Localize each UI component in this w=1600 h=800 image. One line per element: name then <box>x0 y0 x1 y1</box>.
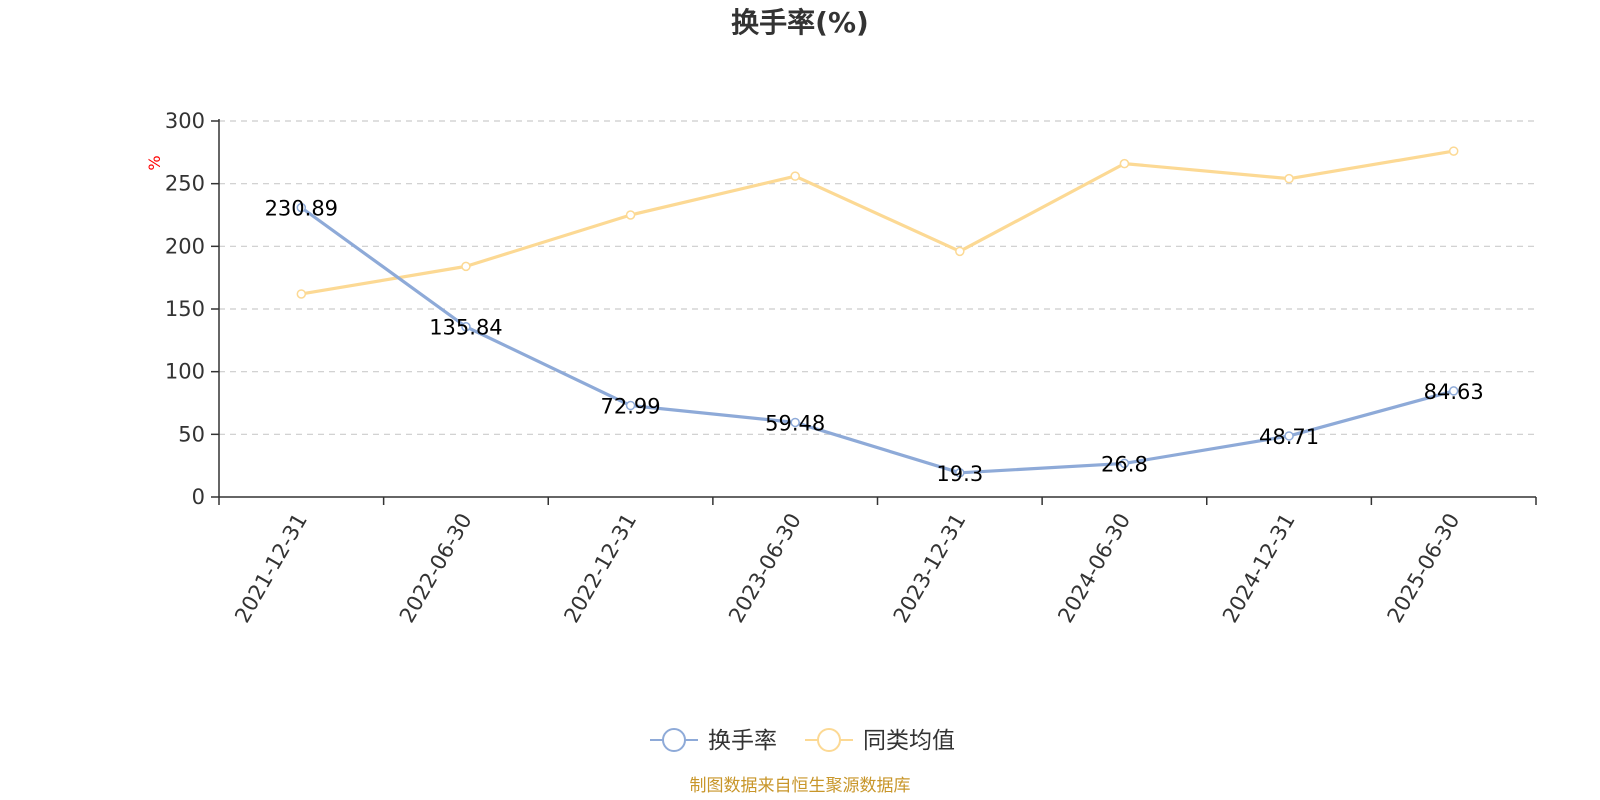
x-tick-label: 2022-12-31 <box>559 509 641 627</box>
y-tick-label: 200 <box>165 234 205 258</box>
data-label: 84.63 <box>1424 380 1484 404</box>
data-point <box>625 400 636 411</box>
data-point <box>790 171 800 181</box>
y-tick-label: 300 <box>165 109 205 133</box>
data-point <box>461 261 471 272</box>
legend-label: 换手率 <box>708 728 777 754</box>
legend-marker-icon <box>817 728 841 752</box>
data-label: 230.89 <box>265 197 338 221</box>
legend-item[interactable]: 同类均值 <box>805 728 955 754</box>
data-point <box>1448 146 1459 156</box>
x-tick-labels: 2021-12-31 2022-06-30 2022-12-31 2023-06-30… <box>230 509 1464 627</box>
axes <box>211 119 1537 505</box>
data-label: 19.3 <box>936 462 983 486</box>
data-label: 48.71 <box>1259 425 1319 449</box>
series-lines <box>296 146 1459 478</box>
data-point <box>790 417 800 428</box>
x-tick-label: 2024-06-30 <box>1053 509 1135 627</box>
y-tick-label: 50 <box>178 422 205 446</box>
data-point <box>296 289 307 299</box>
legend-item[interactable]: 换手率 <box>650 728 777 754</box>
data-label: 26.8 <box>1101 452 1148 476</box>
x-tick-label: 2023-06-30 <box>724 509 806 627</box>
data-point <box>1284 173 1294 184</box>
data-point <box>1119 158 1130 169</box>
y-tick-label: 150 <box>165 297 205 321</box>
data-point <box>1284 431 1294 441</box>
chart-title: 换手率(%) <box>731 6 869 39</box>
grid-lines <box>219 120 1536 435</box>
y-tick-label: 250 <box>165 172 205 196</box>
data-point <box>296 202 307 213</box>
data-point <box>1448 386 1459 396</box>
data-point <box>955 246 965 257</box>
source-note: 制图数据来自恒生聚源数据库 <box>690 776 911 796</box>
y-tick-label: 0 <box>192 485 205 509</box>
series-line <box>301 149 1454 296</box>
data-point <box>461 321 471 332</box>
y-tick-labels: 0 50 100 150 200 250 300 <box>165 109 205 509</box>
legend-marker-icon <box>662 728 686 752</box>
data-label: 135.84 <box>429 316 502 340</box>
data-labels: 230.89 135.84 72.99 59.48 19.3 26.8 48.71 84.63 <box>265 197 1484 486</box>
legend-label: 同类均值 <box>863 728 955 754</box>
x-tick-label: 2021-12-31 <box>230 509 312 627</box>
x-tick-label: 2023-12-31 <box>889 509 971 627</box>
y-tick-label: 100 <box>165 360 205 384</box>
x-tick-label: 2025-06-30 <box>1383 509 1465 627</box>
y-axis-unit: % <box>145 155 164 170</box>
x-tick-label: 2024-12-31 <box>1218 509 1300 627</box>
data-point <box>1119 458 1130 469</box>
data-point <box>625 210 636 220</box>
x-tick-label: 2022-06-30 <box>395 509 477 627</box>
series-line <box>300 206 1455 475</box>
data-label: 72.99 <box>601 395 661 419</box>
legend[interactable]: 换手率 同类均值 <box>650 728 955 754</box>
data-label: 59.48 <box>765 411 825 435</box>
data-point <box>955 468 965 478</box>
